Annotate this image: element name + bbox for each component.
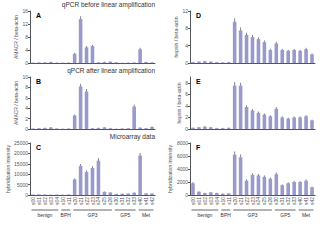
- svg-text:s01: s01: [195, 197, 202, 206]
- svg-text:16: 16: [22, 8, 28, 14]
- svg-text:Met: Met: [302, 212, 311, 218]
- svg-text:s21: s21: [237, 197, 244, 206]
- svg-text:s20: s20: [71, 197, 78, 206]
- svg-text:8: 8: [185, 80, 188, 86]
- svg-text:4: 4: [25, 105, 28, 111]
- svg-text:GP3: GP3: [247, 212, 257, 218]
- svg-text:8000: 8000: [177, 140, 188, 146]
- svg-text:s31: s31: [279, 197, 286, 206]
- svg-text:10: 10: [22, 74, 28, 80]
- svg-text:12: 12: [22, 21, 28, 27]
- svg-text:s10: s10: [219, 197, 226, 206]
- svg-text:s33: s33: [291, 197, 298, 206]
- svg-text:0: 0: [185, 192, 188, 198]
- svg-text:s04: s04: [213, 197, 220, 206]
- svg-text:hepsin / beta-actin: hepsin / beta-actin: [173, 16, 179, 57]
- svg-text:qPCR after linear amplificatio: qPCR after linear amplification: [67, 67, 155, 75]
- svg-text:A: A: [36, 12, 41, 19]
- svg-text:6000: 6000: [177, 153, 188, 159]
- svg-text:s33: s33: [131, 197, 138, 206]
- svg-text:2: 2: [25, 116, 28, 122]
- svg-text:0: 0: [25, 60, 28, 66]
- svg-text:s32: s32: [125, 197, 132, 206]
- svg-text:0: 0: [25, 126, 28, 132]
- svg-text:4: 4: [185, 43, 188, 49]
- svg-text:s24: s24: [255, 197, 262, 206]
- svg-text:B: B: [36, 78, 41, 85]
- svg-text:s03: s03: [47, 197, 54, 206]
- svg-text:2000: 2000: [177, 179, 188, 185]
- svg-text:s22: s22: [243, 197, 250, 206]
- svg-text:s30: s30: [273, 197, 280, 206]
- svg-text:hepsin / beta-actin: hepsin / beta-actin: [176, 82, 182, 123]
- svg-text:s04: s04: [53, 197, 60, 206]
- svg-text:s00: s00: [190, 197, 196, 206]
- svg-text:s25: s25: [261, 197, 268, 206]
- svg-text:hybridization intensity: hybridization intensity: [5, 145, 11, 193]
- svg-text:8: 8: [25, 34, 28, 40]
- svg-text:15000: 15000: [14, 161, 28, 167]
- svg-text:s25: s25: [101, 197, 108, 206]
- svg-text:s40: s40: [297, 197, 304, 206]
- svg-text:BPH: BPH: [61, 212, 72, 218]
- svg-text:s22: s22: [83, 197, 90, 206]
- svg-text:s41: s41: [303, 197, 310, 206]
- svg-text:4000: 4000: [177, 166, 188, 172]
- svg-text:20000: 20000: [14, 150, 28, 156]
- svg-text:8: 8: [185, 25, 188, 31]
- svg-text:s21: s21: [77, 197, 84, 206]
- svg-text:F: F: [196, 144, 201, 151]
- svg-text:s02: s02: [201, 197, 208, 206]
- svg-text:s41: s41: [143, 197, 150, 206]
- svg-text:AMACR / beta-actin: AMACR / beta-actin: [13, 15, 19, 59]
- svg-text:Met: Met: [142, 212, 151, 218]
- svg-text:hybridization intensity: hybridization intensity: [167, 145, 173, 193]
- svg-text:s26: s26: [267, 197, 274, 206]
- svg-text:8: 8: [25, 84, 28, 90]
- svg-text:s26: s26: [107, 197, 114, 206]
- svg-text:4: 4: [185, 103, 188, 109]
- svg-text:s42: s42: [149, 197, 155, 205]
- svg-text:2: 2: [185, 114, 188, 120]
- svg-text:Microarray data: Microarray data: [110, 133, 156, 141]
- svg-text:qPCR before linear amplificati: qPCR before linear amplification: [62, 1, 156, 9]
- svg-text:s11: s11: [225, 197, 232, 205]
- svg-text:s32: s32: [285, 197, 292, 206]
- svg-text:0: 0: [25, 192, 28, 198]
- svg-text:10000: 10000: [14, 171, 28, 177]
- svg-text:GP5: GP5: [280, 212, 290, 218]
- svg-text:s02: s02: [41, 197, 48, 206]
- svg-text:s24: s24: [95, 197, 102, 206]
- svg-text:s42: s42: [309, 197, 315, 205]
- svg-text:s23: s23: [249, 197, 256, 206]
- svg-text:E: E: [196, 78, 201, 85]
- svg-text:12: 12: [182, 8, 188, 14]
- svg-text:s01: s01: [35, 197, 42, 206]
- svg-text:s23: s23: [89, 197, 96, 206]
- svg-text:C: C: [36, 144, 41, 151]
- svg-text:s40: s40: [137, 197, 144, 206]
- svg-text:benign: benign: [197, 212, 212, 218]
- svg-text:5000: 5000: [17, 182, 28, 188]
- svg-text:GP5: GP5: [120, 212, 130, 218]
- svg-text:s11: s11: [65, 197, 72, 205]
- svg-text:GP3: GP3: [87, 212, 97, 218]
- svg-text:s10: s10: [59, 197, 66, 206]
- svg-text:D: D: [196, 12, 201, 19]
- svg-text:BPH: BPH: [221, 212, 232, 218]
- svg-text:s30: s30: [113, 197, 120, 206]
- svg-text:benign: benign: [37, 212, 52, 218]
- svg-text:6: 6: [25, 95, 28, 101]
- svg-text:0: 0: [185, 126, 188, 132]
- svg-text:25000: 25000: [14, 140, 28, 146]
- svg-text:0: 0: [185, 60, 188, 66]
- svg-text:4: 4: [25, 47, 28, 53]
- svg-text:s00: s00: [30, 197, 36, 206]
- svg-text:s20: s20: [231, 197, 238, 206]
- svg-text:AMACR / beta-actin: AMACR / beta-actin: [13, 81, 19, 125]
- svg-text:s03: s03: [207, 197, 214, 206]
- svg-text:6: 6: [185, 91, 188, 97]
- svg-text:s31: s31: [119, 197, 126, 206]
